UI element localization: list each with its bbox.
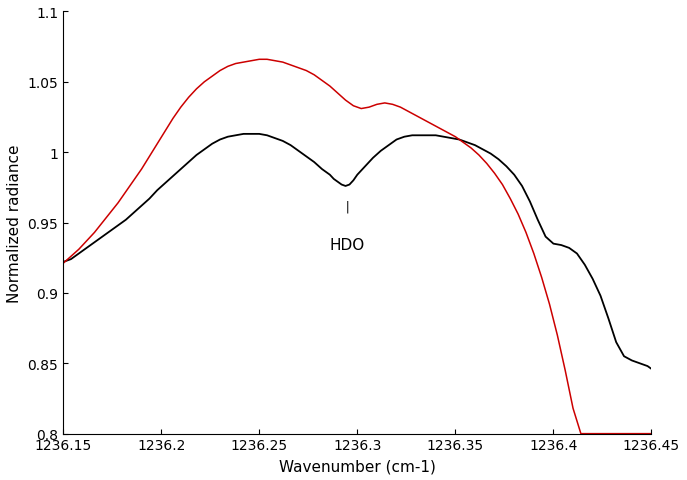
Text: HDO: HDO: [330, 237, 365, 252]
Text: |: |: [344, 200, 351, 213]
Y-axis label: Normalized radiance: Normalized radiance: [7, 144, 22, 302]
X-axis label: Wavenumber (cm-1): Wavenumber (cm-1): [279, 458, 436, 473]
